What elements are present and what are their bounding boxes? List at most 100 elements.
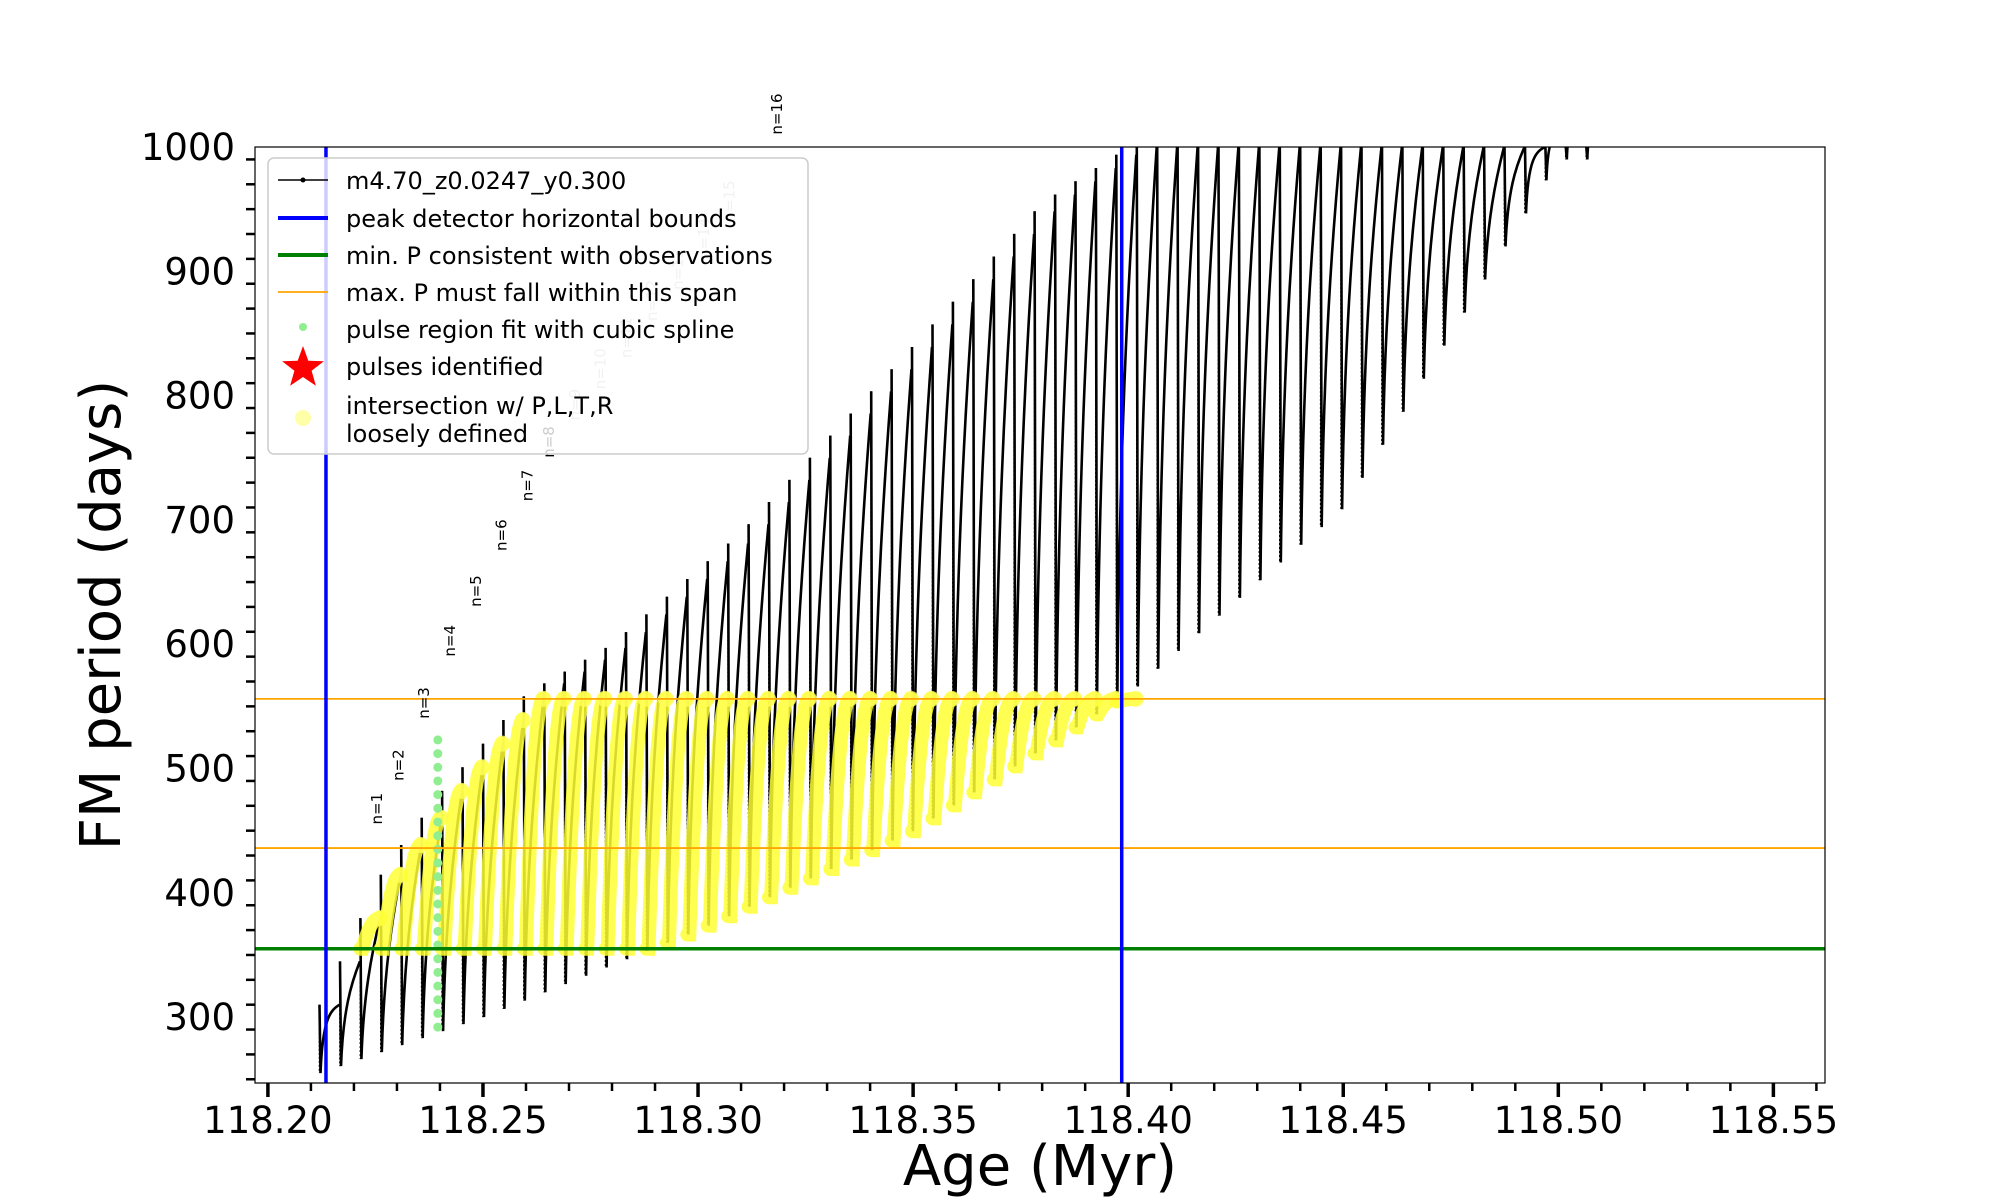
intersection-marker — [514, 712, 531, 729]
legend-dot-icon — [300, 177, 306, 183]
pulse-curve — [1523, 147, 1546, 214]
spline-fit-point — [433, 885, 443, 895]
spline-fit-point — [433, 749, 443, 759]
legend-star-icon — [282, 346, 324, 386]
pulse-curve — [1503, 147, 1526, 247]
pulse-label: n=7 — [518, 470, 536, 502]
intersection-marker — [494, 735, 511, 752]
legend-circle-icon — [295, 410, 311, 426]
legend-label: min. P consistent with observations — [346, 242, 773, 270]
pulse-label: n=3 — [415, 687, 433, 719]
pulse-curve — [318, 1003, 341, 1074]
pulse-curve — [1319, 147, 1342, 528]
legend-label: pulses identified — [346, 353, 544, 381]
legend-box — [267, 157, 809, 455]
x-tick-label: 118.25 — [418, 1099, 547, 1142]
spline-fit-point — [433, 913, 443, 923]
spline-fit-point — [433, 872, 443, 882]
pulse-curve — [1155, 147, 1179, 669]
pulse-curve — [1135, 147, 1158, 687]
pulse-curve — [1033, 211, 1056, 754]
y-axis-ticks: 300 400 500 600 700 800 900 1000 — [141, 126, 255, 1081]
x-tick-label: 118.55 — [1709, 1099, 1838, 1142]
spline-fit-point — [433, 981, 443, 991]
intersection-band — [516, 691, 551, 956]
pulse-curve — [1442, 147, 1465, 346]
pulse-curve — [1421, 147, 1445, 379]
pulse-curve — [1401, 147, 1424, 412]
intersection-marker — [473, 759, 490, 776]
y-tick-label: 400 — [164, 872, 235, 915]
x-tick-label: 118.40 — [1063, 1099, 1192, 1142]
pulse-label: n=2 — [389, 749, 407, 781]
y-tick-label: 500 — [164, 748, 235, 791]
y-tick-label: 700 — [164, 499, 235, 542]
spline-fit-point — [433, 803, 443, 813]
spline-fit-point — [433, 899, 443, 909]
intersection-band — [476, 736, 510, 956]
pulse-label: n=6 — [493, 519, 511, 551]
x-tick-label: 118.35 — [848, 1099, 977, 1142]
y-tick-label: 800 — [164, 375, 235, 418]
pulse-curve — [1053, 194, 1077, 741]
y-tick-label: 1000 — [141, 126, 235, 169]
spline-fit-point — [433, 762, 443, 772]
pulse-curve — [1258, 147, 1281, 581]
pulse-curve — [338, 960, 362, 1067]
legend-label: pulse region fit with cubic spline — [346, 316, 734, 344]
spline-fit-point — [433, 817, 443, 827]
pulse-curve — [1339, 147, 1363, 510]
legend-label: max. P must fall within this span — [346, 279, 737, 307]
legend-label: loosely defined — [346, 420, 528, 448]
spline-fit-point — [433, 790, 443, 800]
intersection-marker — [412, 837, 429, 854]
pulse-curve — [1176, 147, 1199, 652]
pulse-label: n=4 — [441, 625, 459, 657]
pulse-curve — [1278, 147, 1301, 563]
spline-fit-point — [433, 926, 443, 936]
spline-fit-point — [433, 1008, 443, 1018]
pulse-curve — [1462, 147, 1485, 313]
x-tick-label: 118.20 — [203, 1099, 332, 1142]
pulse-curve — [1074, 181, 1097, 728]
x-tick-label: 118.50 — [1494, 1099, 1623, 1142]
x-axis-ticks: 118.20 118.25 118.30 118.35 118.40 118.45 118.… — [203, 1083, 1838, 1142]
pulse-curve — [992, 256, 1015, 780]
spline-fit-point — [433, 995, 443, 1005]
intersection-markers — [353, 690, 1144, 956]
spline-fit-point — [433, 967, 443, 977]
y-axis-label: FM period (days) — [69, 380, 134, 850]
pulse-curve — [1482, 147, 1506, 280]
intersection-band — [557, 691, 592, 956]
intersection-band — [680, 691, 714, 942]
legend-dot-icon — [299, 323, 307, 331]
y-tick-label: 600 — [164, 623, 235, 666]
spline-fit-point — [433, 844, 443, 854]
intersection-band — [496, 713, 530, 956]
pulse-curve — [1217, 147, 1240, 616]
spline-fit-point — [433, 735, 443, 745]
y-tick-label: 900 — [164, 250, 235, 293]
pulse-curve — [1564, 147, 1586, 160]
pulse-curve — [1544, 147, 1566, 181]
pulse-label: n=16 — [768, 93, 786, 134]
legend-label: m4.70_z0.0247_y0.300 — [346, 167, 626, 195]
intersection-band — [578, 691, 612, 956]
pulse-curve — [1380, 147, 1404, 445]
pulse-curve — [1094, 167, 1118, 715]
x-axis-label: Age (Myr) — [903, 1134, 1177, 1199]
intersection-band — [598, 691, 632, 956]
spline-fit-point — [433, 1022, 443, 1032]
intersection-marker — [453, 782, 470, 799]
spline-fit-point — [433, 954, 443, 964]
plot-frame — [254, 146, 1826, 1084]
pulse-curve — [1196, 147, 1220, 634]
legend-label: intersection w/ P,L,T,R — [346, 392, 613, 420]
pulse-curve — [1298, 147, 1322, 545]
spline-fit-point — [433, 776, 443, 786]
pulse-label: n=5 — [467, 575, 485, 607]
intersection-band — [537, 691, 571, 956]
x-tick-label: 118.30 — [633, 1099, 762, 1142]
